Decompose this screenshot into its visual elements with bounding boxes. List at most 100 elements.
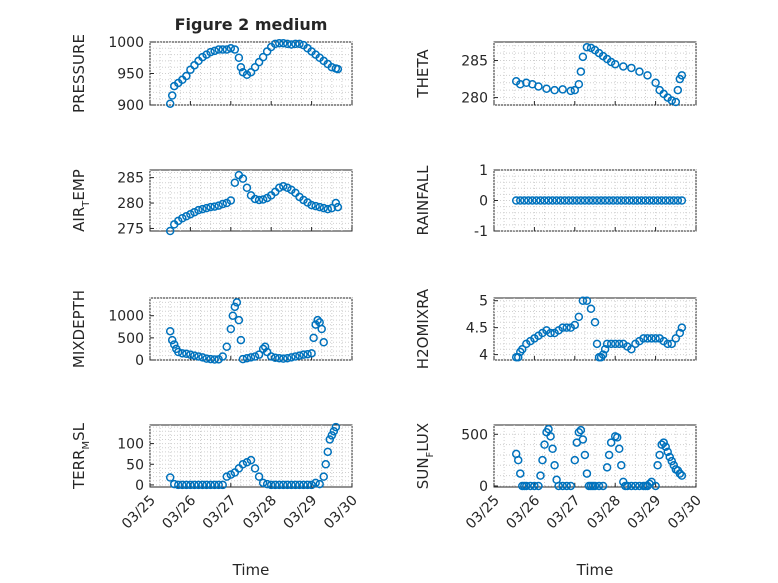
data-point (602, 339, 612, 349)
data-point (210, 46, 219, 56)
data-point (570, 85, 580, 95)
data-point (279, 39, 288, 48)
data-point (222, 472, 232, 481)
subplot-theta: 280 285 THETA (414, 41, 697, 107)
data-point (572, 196, 582, 205)
data-point (588, 196, 598, 205)
data-point (260, 342, 270, 351)
data-point (665, 196, 674, 205)
data-point (612, 196, 622, 205)
data-point (266, 352, 276, 361)
data-point (270, 39, 280, 49)
data-point (174, 480, 183, 490)
y-tick-label: 280 (461, 91, 488, 107)
x-tick-label: 03/29 (281, 493, 321, 533)
data-point (230, 45, 240, 54)
data-point (210, 480, 219, 490)
data-point (228, 311, 238, 320)
data-point (661, 196, 670, 205)
data-point (546, 432, 555, 441)
data-point (518, 344, 527, 354)
data-point (645, 196, 654, 205)
data-point (647, 334, 656, 343)
x-tick-label: 03/27 (544, 493, 584, 533)
data-point (222, 342, 232, 351)
data-point (526, 481, 535, 491)
data-point (604, 196, 614, 205)
data-point (234, 53, 244, 62)
x-tick-label: 03/30 (665, 493, 705, 533)
y-tick-label: -1 (474, 224, 488, 240)
data-point (655, 450, 664, 460)
data-point (552, 196, 561, 205)
data-point (528, 196, 537, 205)
data-point (242, 457, 252, 467)
data-point (169, 340, 179, 349)
data-point (566, 481, 576, 491)
data-point (319, 203, 328, 213)
data-point (524, 196, 533, 205)
data-point (254, 472, 264, 481)
data-point (190, 207, 199, 217)
data-point (303, 480, 312, 490)
y-tick-label: 50 (126, 457, 144, 473)
data-point (214, 45, 223, 54)
data-point (566, 86, 576, 96)
data-point (600, 196, 610, 205)
data-point (675, 469, 685, 478)
data-point (540, 440, 549, 449)
data-point (580, 196, 590, 205)
data-point (299, 480, 308, 490)
data-point (631, 481, 640, 491)
data-point (315, 479, 324, 489)
subplot-air-temp: 275 280 285 AIRTEMP (70, 169, 353, 237)
data-point (234, 315, 244, 325)
data-point (562, 481, 571, 491)
data-point (570, 320, 580, 330)
x-tick-label: 03/28 (240, 493, 280, 533)
data-point (327, 431, 337, 440)
y-tick-label: 0 (135, 353, 144, 369)
data-point (633, 196, 642, 205)
data-point (614, 339, 624, 349)
data-point (311, 478, 320, 488)
data-point (242, 353, 252, 363)
data-point (329, 426, 339, 436)
data-point (639, 334, 648, 343)
data-point (659, 438, 668, 447)
data-point (677, 71, 687, 80)
x-tick-label: 03/26 (159, 492, 199, 532)
y-axis-label: H2OMIXRA (414, 288, 432, 369)
data-point (250, 352, 260, 361)
x-tick-label: 03/27 (200, 493, 240, 533)
data-point (532, 196, 541, 205)
data-point (230, 178, 240, 187)
data-point (190, 480, 199, 490)
data-point (186, 209, 195, 219)
data-point (258, 478, 268, 488)
data-point (238, 174, 248, 183)
x-tick-label: 03/25 (463, 493, 503, 533)
data-point (283, 39, 292, 49)
data-point (627, 344, 636, 354)
data-point (663, 339, 672, 349)
y-tick-label: 4.5 (466, 321, 488, 337)
subplot-pressure: 900 950 1000 PRESSURE (70, 34, 353, 114)
data-point (617, 196, 626, 205)
data-point (238, 354, 248, 364)
data-point (596, 196, 606, 205)
data-point (279, 480, 288, 490)
data-point (667, 96, 677, 105)
data-point (606, 438, 616, 447)
data-point (590, 318, 600, 327)
data-point (226, 324, 236, 334)
y-axis-label: THETA (414, 49, 432, 99)
data-point (558, 323, 567, 332)
data-point (562, 323, 571, 332)
y-axis-label: PRESSURE (70, 34, 88, 113)
data-point (657, 196, 666, 205)
data-point (621, 196, 630, 205)
data-point (667, 339, 677, 349)
x-axis-label-left: Time (232, 561, 270, 579)
data-point (637, 196, 646, 205)
